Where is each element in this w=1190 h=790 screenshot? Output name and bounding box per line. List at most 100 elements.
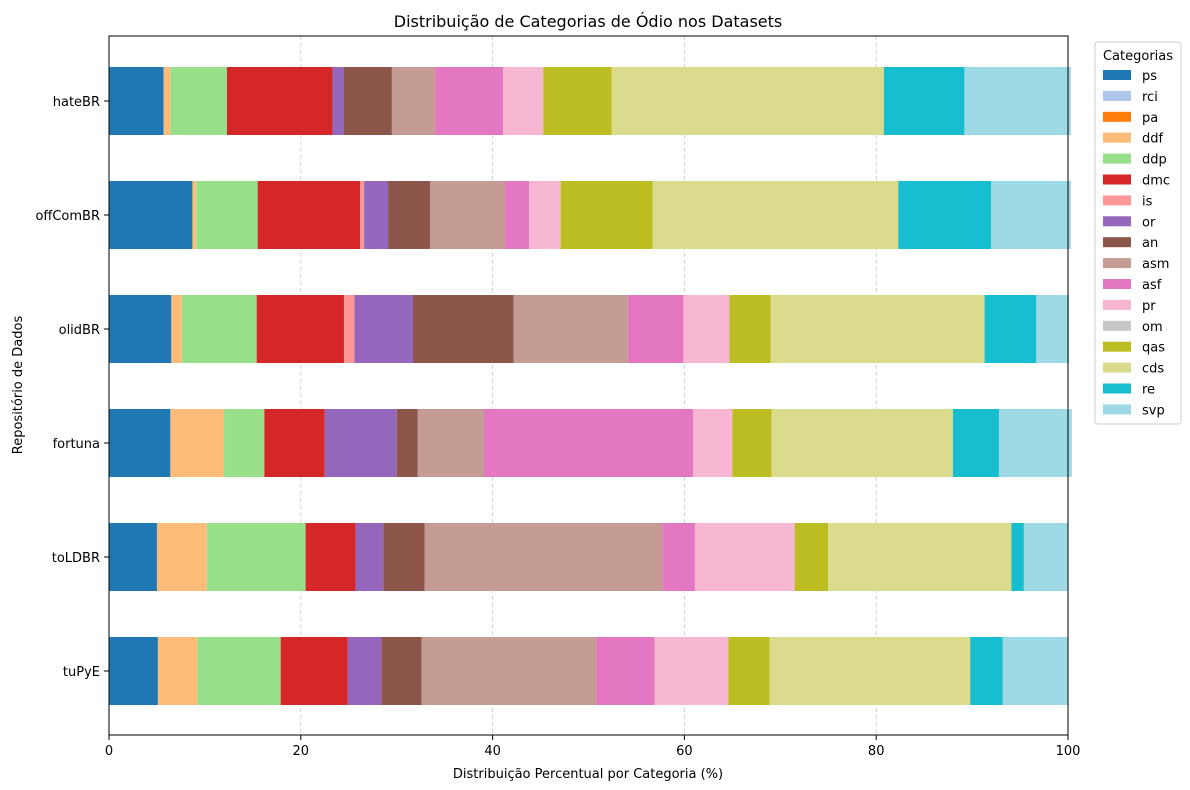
legend-label-or: or: [1142, 215, 1156, 230]
legend-label-dmc: dmc: [1142, 174, 1170, 189]
bar-an-olidBR: [413, 295, 514, 363]
bar-ps-offComBR: [109, 181, 193, 249]
bar-cds-toLDBR: [828, 523, 1012, 591]
bar-ddf-tuPyE: [157, 637, 198, 705]
bar-asf-hateBR: [435, 67, 504, 135]
x-axis-label: Distribuição Percentual por Categoria (%…: [453, 767, 723, 782]
bar-ddp-olidBR: [181, 295, 257, 363]
legend-label-is: is: [1142, 194, 1153, 209]
x-tick-label: 40: [484, 744, 501, 759]
legend-swatch-an: [1103, 237, 1131, 248]
legend-swatch-ddp: [1103, 153, 1131, 164]
bar-pr-fortuna: [693, 409, 733, 477]
bar-is-offComBR: [360, 181, 365, 249]
legend-swatch-qas: [1103, 341, 1131, 352]
bar-ddf-hateBR: [163, 67, 171, 135]
x-tick-label: 100: [1056, 744, 1081, 759]
bar-ps-fortuna: [109, 409, 171, 477]
legend-swatch-is: [1103, 195, 1131, 206]
legend-swatch-cds: [1103, 362, 1131, 373]
legend-label-svp: svp: [1142, 403, 1165, 418]
bar-ddp-hateBR: [170, 67, 227, 135]
x-tick-label: 60: [676, 744, 693, 759]
x-tick-label: 80: [868, 744, 885, 759]
bar-ps-tuPyE: [109, 637, 158, 705]
bar-asm-hateBR: [391, 67, 436, 135]
x-tick-label: 0: [105, 744, 113, 759]
bar-qas-hateBR: [543, 67, 612, 135]
bar-svp-offComBR: [991, 181, 1071, 249]
bar-pr-toLDBR: [694, 523, 795, 591]
bar-qas-offComBR: [560, 181, 653, 249]
y-axis-label: Repositório de Dados: [11, 316, 26, 455]
bar-ddp-toLDBR: [206, 523, 306, 591]
legend-label-pr: pr: [1142, 299, 1156, 314]
legend-label-an: an: [1142, 236, 1158, 251]
y-tick-label: toLDBR: [52, 551, 100, 566]
legend-swatch-rci: [1103, 90, 1131, 101]
bar-dmc-olidBR: [256, 295, 344, 363]
bar-svp-olidBR: [1036, 295, 1069, 363]
bar-re-olidBR: [984, 295, 1037, 363]
legend-swatch-ps: [1103, 70, 1131, 80]
bar-cds-offComBR: [652, 181, 899, 249]
bar-pr-offComBR: [529, 181, 561, 249]
bar-ps-olidBR: [109, 295, 172, 363]
legend-swatch-om: [1103, 320, 1131, 331]
legend-label-asm: asm: [1142, 257, 1169, 272]
bar-an-tuPyE: [381, 637, 422, 705]
x-axis-ticks: 0 20 40 60 80 100: [105, 735, 1081, 759]
bar-qas-fortuna: [732, 409, 772, 477]
y-tick-label: offComBR: [35, 209, 100, 224]
bars: [109, 67, 1072, 705]
bar-dmc-fortuna: [264, 409, 325, 477]
bar-or-fortuna: [324, 409, 397, 477]
y-tick-label: hateBR: [53, 95, 100, 110]
bar-dmc-hateBR: [226, 67, 333, 135]
bar-re-toLDBR: [1011, 523, 1024, 591]
bar-is-olidBR: [343, 295, 355, 363]
bar-pr-olidBR: [683, 295, 730, 363]
bar-ps-toLDBR: [109, 523, 157, 591]
bar-svp-hateBR: [964, 67, 1071, 135]
bar-ddf-olidBR: [171, 295, 182, 363]
bar-dmc-tuPyE: [280, 637, 348, 705]
legend-label-ddf: ddf: [1142, 132, 1164, 147]
legend-label-ps: ps: [1142, 69, 1157, 84]
legend-title: Categorias: [1103, 49, 1173, 64]
plot-frame: [108, 35, 1069, 736]
legend-label-rci: rci: [1142, 90, 1158, 105]
bar-asf-offComBR: [505, 181, 530, 249]
legend-swatch-asm: [1103, 258, 1131, 269]
x-tick-label: 20: [293, 744, 310, 759]
bar-dmc-offComBR: [257, 181, 361, 249]
legend-swatch-pa: [1103, 111, 1131, 122]
bar-cds-tuPyE: [769, 637, 971, 705]
legend: Categorias ps rci pa ddf ddp dmc is or an asm asf p…: [1094, 41, 1182, 425]
bar-asf-tuPyE: [596, 637, 655, 705]
legend-swatch-or: [1103, 216, 1131, 227]
bar-pr-tuPyE: [654, 637, 729, 705]
legend-label-re: re: [1142, 383, 1155, 398]
legend-label-pa: pa: [1142, 111, 1158, 126]
bar-asm-offComBR: [430, 181, 506, 249]
bar-asf-toLDBR: [662, 523, 695, 591]
bar-or-offComBR: [364, 181, 389, 249]
bar-re-fortuna: [952, 409, 999, 477]
grid-lines: [300, 36, 877, 735]
legend-swatch-dmc: [1103, 174, 1131, 185]
legend-swatch-ddf: [1103, 132, 1131, 143]
bar-pr-hateBR: [503, 67, 544, 135]
bar-svp-fortuna: [998, 409, 1072, 477]
legend-label-qas: qas: [1142, 341, 1165, 356]
legend-swatch-pr: [1103, 299, 1131, 310]
y-tick-label: tuPyE: [63, 665, 100, 680]
bar-qas-toLDBR: [794, 523, 829, 591]
bar-ps-hateBR: [109, 67, 164, 135]
bar-cds-hateBR: [611, 67, 884, 135]
legend-swatch-re: [1103, 383, 1131, 394]
bar-asm-fortuna: [417, 409, 484, 477]
bar-or-tuPyE: [347, 637, 382, 705]
bar-ddf-toLDBR: [156, 523, 207, 591]
